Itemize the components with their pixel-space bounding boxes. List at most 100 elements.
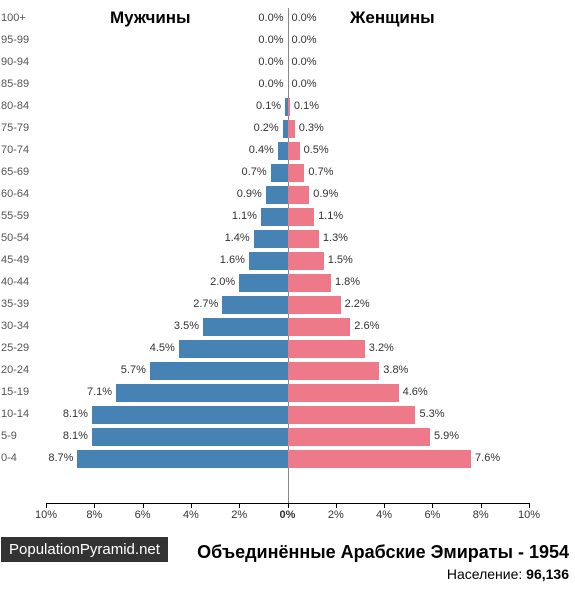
male-bar: [254, 230, 288, 248]
pyramid-chart: Мужчины Женщины 100+0.0%0.0%95-990.0%0.0…: [0, 0, 575, 600]
title-block: Объединённые Арабские Эмираты - 1954 Нас…: [197, 542, 569, 582]
female-bar: [288, 208, 315, 226]
x-tick: [94, 503, 95, 508]
male-pct-label: 5.7%: [121, 364, 146, 376]
male-bar: [278, 142, 288, 160]
pyramid-row: 75-790.2%0.3%: [46, 119, 529, 141]
pyramid-row: 70-740.4%0.5%: [46, 141, 529, 163]
x-tick: [432, 503, 433, 508]
female-pct-label: 1.5%: [328, 254, 353, 266]
population-line: Население: 96,136: [197, 566, 569, 582]
male-bar: [266, 186, 288, 204]
x-tick: [239, 503, 240, 508]
male-pct-label: 0.0%: [258, 78, 283, 90]
female-pct-label: 5.9%: [434, 430, 459, 442]
x-tick: [143, 503, 144, 508]
male-bar: [249, 252, 288, 270]
male-pct-label: 0.0%: [258, 12, 283, 24]
pyramid-row: 20-245.7%3.8%: [46, 361, 529, 383]
male-bar: [239, 274, 287, 292]
age-label: 70-74: [1, 144, 41, 156]
female-bar: [288, 274, 331, 292]
age-label: 85-89: [1, 78, 41, 90]
male-pct-label: 0.7%: [242, 166, 267, 178]
population-value: 96,136: [526, 566, 569, 582]
pyramid-row: 10-148.1%5.3%: [46, 405, 529, 427]
age-label: 50-54: [1, 232, 41, 244]
pyramid-row: 65-690.7%0.7%: [46, 163, 529, 185]
male-pct-label: 4.5%: [150, 342, 175, 354]
male-pct-label: 1.6%: [220, 254, 245, 266]
age-label: 20-24: [1, 364, 41, 376]
male-bar: [222, 296, 287, 314]
x-tick-label: 0%: [280, 509, 296, 521]
pyramid-row: 50-541.4%1.3%: [46, 229, 529, 251]
female-pct-label: 0.7%: [308, 166, 333, 178]
age-label: 100+: [1, 12, 41, 24]
female-pct-label: 1.8%: [335, 276, 360, 288]
pyramid-row: 25-294.5%3.2%: [46, 339, 529, 361]
male-pct-label: 1.1%: [232, 210, 257, 222]
male-bar: [77, 450, 287, 468]
male-pct-label: 3.5%: [174, 320, 199, 332]
x-tick-label: 8%: [86, 509, 102, 521]
pyramid-row: 5-98.1%5.9%: [46, 427, 529, 449]
male-bar: [92, 428, 288, 446]
female-pct-label: 1.3%: [323, 232, 348, 244]
male-pct-label: 0.9%: [237, 188, 262, 200]
female-bar: [288, 362, 380, 380]
female-pct-label: 0.5%: [304, 144, 329, 156]
female-bar: [288, 98, 290, 116]
female-pct-label: 3.2%: [369, 342, 394, 354]
x-tick-label: 4%: [183, 509, 199, 521]
x-tick: [191, 503, 192, 508]
female-pct-label: 0.3%: [299, 122, 324, 134]
x-tick: [384, 503, 385, 508]
x-tick-label: 6%: [135, 509, 151, 521]
female-pct-label: 0.0%: [292, 56, 317, 68]
male-bar: [150, 362, 288, 380]
pyramid-row: 0-48.7%7.6%: [46, 449, 529, 471]
pyramid-row: 15-197.1%4.6%: [46, 383, 529, 405]
age-label: 60-64: [1, 188, 41, 200]
female-bar: [288, 296, 341, 314]
female-bar: [288, 340, 365, 358]
female-pct-label: 0.0%: [292, 34, 317, 46]
age-label: 95-99: [1, 34, 41, 46]
x-tick: [336, 503, 337, 508]
age-label: 90-94: [1, 56, 41, 68]
country-year: Объединённые Арабские Эмираты - 1954: [197, 542, 569, 564]
age-label: 15-19: [1, 386, 41, 398]
female-pct-label: 0.0%: [292, 78, 317, 90]
population-label: Население:: [447, 566, 526, 582]
age-label: 55-59: [1, 210, 41, 222]
age-label: 25-29: [1, 342, 41, 354]
male-pct-label: 0.0%: [258, 34, 283, 46]
female-pct-label: 1.1%: [318, 210, 343, 222]
pyramid-row: 80-840.1%0.1%: [46, 97, 529, 119]
age-label: 45-49: [1, 254, 41, 266]
female-bar: [288, 384, 399, 402]
female-pct-label: 7.6%: [475, 452, 500, 464]
pyramid-row: 55-591.1%1.1%: [46, 207, 529, 229]
female-pct-label: 0.9%: [313, 188, 338, 200]
male-pct-label: 0.2%: [254, 122, 279, 134]
male-pct-label: 0.0%: [258, 56, 283, 68]
pyramid-row: 95-990.0%0.0%: [46, 31, 529, 53]
x-tick-label: 6%: [424, 509, 440, 521]
male-bar: [203, 318, 288, 336]
female-bar: [288, 318, 351, 336]
female-pct-label: 3.8%: [383, 364, 408, 376]
female-pct-label: 0.0%: [292, 12, 317, 24]
female-bar: [288, 186, 310, 204]
pyramid-row: 30-343.5%2.6%: [46, 317, 529, 339]
pyramid-row: 35-392.7%2.2%: [46, 295, 529, 317]
female-bar: [288, 428, 430, 446]
male-pct-label: 1.4%: [225, 232, 250, 244]
female-pct-label: 0.1%: [294, 100, 319, 112]
male-pct-label: 8.1%: [63, 430, 88, 442]
female-bar: [288, 450, 472, 468]
female-bar: [288, 406, 416, 424]
age-label: 65-69: [1, 166, 41, 178]
x-tick: [481, 503, 482, 508]
